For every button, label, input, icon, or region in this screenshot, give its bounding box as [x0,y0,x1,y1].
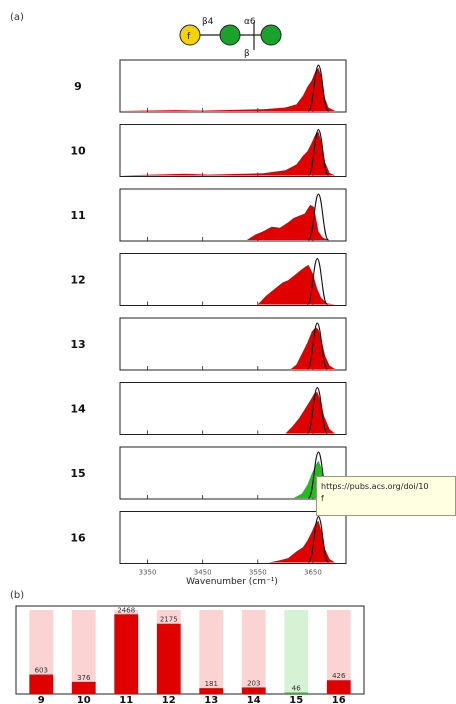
glycan-linkage-alpha6: α6 [244,17,256,27]
bar-value-label: 603 [35,667,48,675]
computed-spectrum [306,322,328,370]
panel-a-label: (a) [10,12,24,23]
bar-value-label: 2175 [160,616,178,624]
spectrum-row-15: 15 [70,446,347,500]
experimental-spectrum [120,327,335,369]
conformer-label: 12 [70,274,85,287]
tooltip-line2: f [321,494,324,503]
x-tick-label: 3650 [304,569,322,577]
wavenumber-axis: 3350 3450 3550 3650 [139,569,322,577]
bar-category-label: 16 [332,695,346,704]
bar-value-label: 181 [205,680,218,688]
glycan-linkage-beta: β [244,49,250,59]
mannose-icon [219,24,241,46]
experimental-spectrum [120,67,335,111]
bar-background [284,610,309,694]
bar-background [326,610,351,694]
bar-chart-frame [15,605,365,695]
experimental-spectrum [120,131,335,176]
bar [326,680,351,694]
spectrum-row-12: 12 [70,253,347,306]
conformer-label: 9 [74,80,82,93]
conformer-label: 10 [70,145,86,158]
x-axis-label: Wavenumber (cm⁻¹) [186,577,278,587]
computed-spectrum [307,64,329,112]
bar-category-label: 14 [247,695,261,704]
x-tick-label: 3550 [249,569,267,577]
ir-spectra-panel: 9 10 11 12 13 14 15 16 [70,59,347,564]
galactose-icon [179,24,201,46]
computed-spectrum [307,128,329,177]
bar-category-label: 9 [38,695,45,704]
experimental-spectrum [120,460,335,498]
conformer-label: 11 [70,209,85,222]
conformer-label: 14 [70,403,86,416]
conformer-label: 15 [70,467,85,480]
computed-spectrum [306,257,328,306]
bar-background [241,610,266,694]
experimental-spectrum [120,391,335,434]
bar [29,674,54,694]
glycan-residue-letter: f [187,32,191,42]
bar-background [29,610,54,694]
glycan-linkage-beta4: β4 [202,17,214,27]
spectrum-row-16: 16 [70,511,347,564]
bar [71,681,96,694]
bar [241,687,266,694]
experimental-spectrum [120,264,335,305]
bar-category-label: 12 [162,695,176,704]
bar-category-label: 13 [204,695,218,704]
bar [199,688,224,694]
bar-value-label: 46 [292,685,301,693]
bar-value-label: 376 [77,674,91,682]
experimental-spectrum [120,520,335,563]
glycan-structure: f β4 α6 β [179,17,282,59]
bar-value-label: 203 [247,679,260,687]
computed-spectrum [307,515,329,564]
bar [284,692,309,694]
mannose-icon [260,24,282,46]
x-tick-label: 3350 [139,569,157,577]
spectrum-row-9: 9 [74,59,347,113]
bar-category-label: 10 [77,695,91,704]
bar-background [199,610,224,694]
spectrum-row-11: 11 [70,188,347,242]
bar [114,614,139,694]
conformer-label: 16 [70,532,86,545]
bar-category-label: 11 [119,695,133,704]
link-tooltip: https://pubs.acs.org/doi/10 f [316,476,456,516]
x-tick-label: 3450 [194,569,212,577]
computed-spectrum [307,193,329,241]
tooltip-url: https://pubs.acs.org/doi/10 [321,482,429,491]
bar-chart-panel: 603 9 376 10 2468 11 2175 12 181 13 203 14 46 15 426 16 [15,605,365,704]
panel-b-label: (b) [10,590,24,601]
bar [156,623,181,694]
bar-value-label: 2468 [117,606,135,614]
bar-background [71,610,96,694]
bar-category-label: 15 [289,695,303,704]
bar-value-label: 426 [332,672,346,680]
spectrum-row-10: 10 [70,124,347,177]
experimental-spectrum [120,204,330,240]
computed-spectrum [306,386,328,435]
spectrum-row-13: 13 [70,317,347,371]
conformer-label: 13 [70,338,85,351]
spectrum-row-14: 14 [70,382,347,435]
